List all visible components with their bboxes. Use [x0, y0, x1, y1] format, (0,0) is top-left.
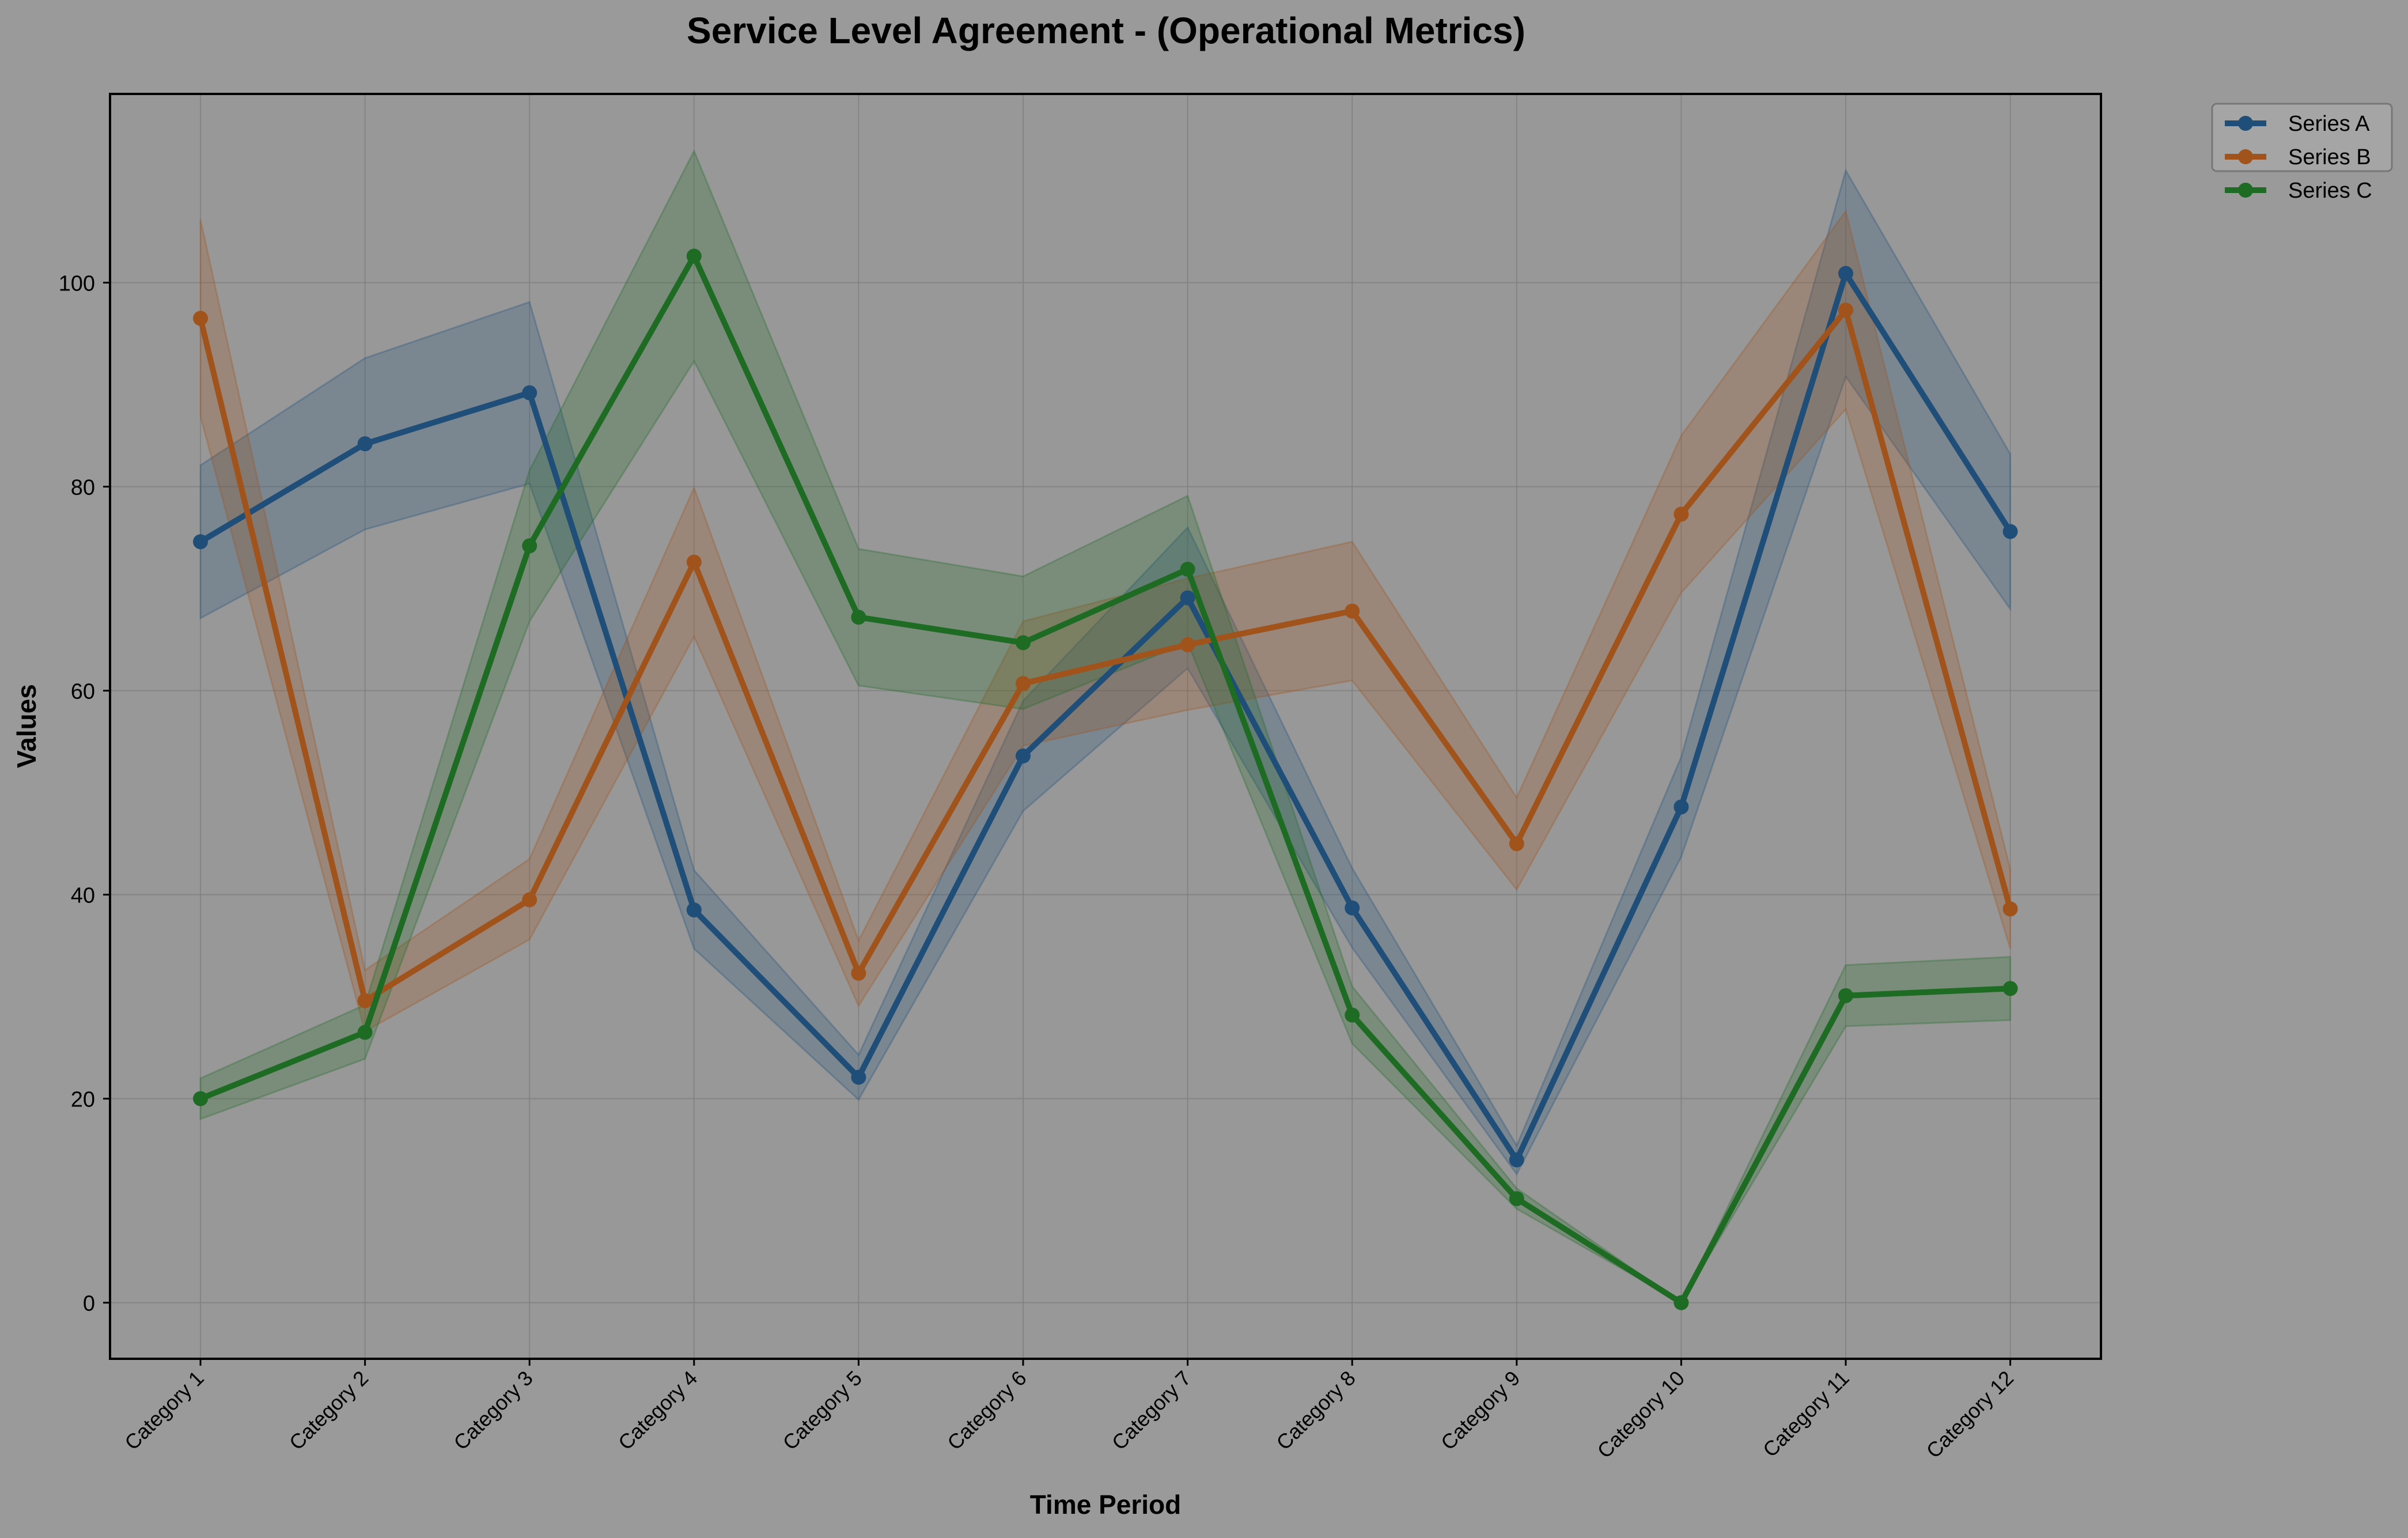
data-point	[1509, 1152, 1524, 1167]
data-point	[1016, 748, 1031, 764]
legend-label-3: Series C	[2288, 179, 2372, 203]
data-point	[2002, 524, 2018, 539]
data-point	[1838, 266, 1853, 281]
series-line-2	[198, 307, 2013, 1004]
data-point	[522, 538, 537, 554]
data-point	[1838, 303, 1853, 318]
data-point	[851, 965, 866, 981]
data-point	[522, 892, 537, 908]
data-point	[1345, 900, 1360, 916]
legend-label-2: Series B	[2288, 145, 2371, 169]
data-point	[357, 436, 373, 452]
data-point	[1509, 1191, 1524, 1207]
series-band-3	[199, 149, 2012, 1304]
legend-marker-2	[2238, 149, 2253, 164]
data-point	[851, 1070, 866, 1085]
data-point	[1180, 590, 1195, 606]
x-axis-label: Time Period	[1030, 1490, 1181, 1520]
data-point	[1838, 988, 1853, 1003]
grid	[110, 94, 2101, 1359]
data-point	[851, 610, 866, 625]
data-point	[193, 534, 208, 550]
y-axis-ticks: 0 20 40 60 80 100	[59, 271, 110, 1316]
plot-area	[109, 93, 2102, 1360]
series-line-3	[199, 253, 2011, 1306]
chart-title: Service Level Agreement - (Operational M…	[687, 10, 1525, 51]
data-point	[2002, 901, 2018, 917]
y-tick-label: 80	[71, 476, 95, 500]
data-point	[357, 1025, 373, 1040]
legend-marker-1	[2238, 116, 2253, 131]
data-point	[1016, 676, 1031, 691]
plot-frame	[109, 93, 2102, 1360]
data-point	[357, 993, 373, 1008]
data-point	[1180, 637, 1195, 652]
data-point	[1180, 561, 1195, 577]
y-tick-label: 40	[71, 884, 95, 908]
confidence-bands	[199, 149, 2012, 1304]
series-line-1	[199, 270, 2013, 1163]
data-point	[2002, 981, 2018, 996]
legend-marker-3	[2238, 183, 2253, 198]
data-point	[1674, 1295, 1689, 1310]
y-tick-label: 60	[71, 680, 95, 704]
legend-label-1: Series A	[2288, 112, 2370, 136]
y-tick-label: 20	[71, 1088, 95, 1112]
y-axis-label: Values	[12, 684, 41, 768]
series-points	[193, 248, 2018, 1310]
data-point	[1345, 603, 1360, 619]
data-point	[193, 311, 208, 326]
data-point	[522, 385, 537, 400]
data-point	[1674, 799, 1689, 815]
data-point	[1345, 1007, 1360, 1023]
y-tick-label: 100	[59, 271, 95, 296]
legend: Series A Series B Series C	[2211, 103, 2393, 203]
data-point	[1674, 507, 1689, 522]
data-point	[193, 1091, 208, 1106]
series-band-1	[199, 168, 2012, 1176]
data-point	[1509, 836, 1524, 852]
data-point	[1016, 635, 1031, 651]
y-tick-label: 0	[83, 1292, 95, 1316]
data-point	[686, 902, 702, 918]
data-point	[686, 554, 702, 570]
data-point	[686, 248, 702, 264]
series-band-2	[199, 209, 2012, 1033]
series-lines	[198, 253, 2013, 1306]
